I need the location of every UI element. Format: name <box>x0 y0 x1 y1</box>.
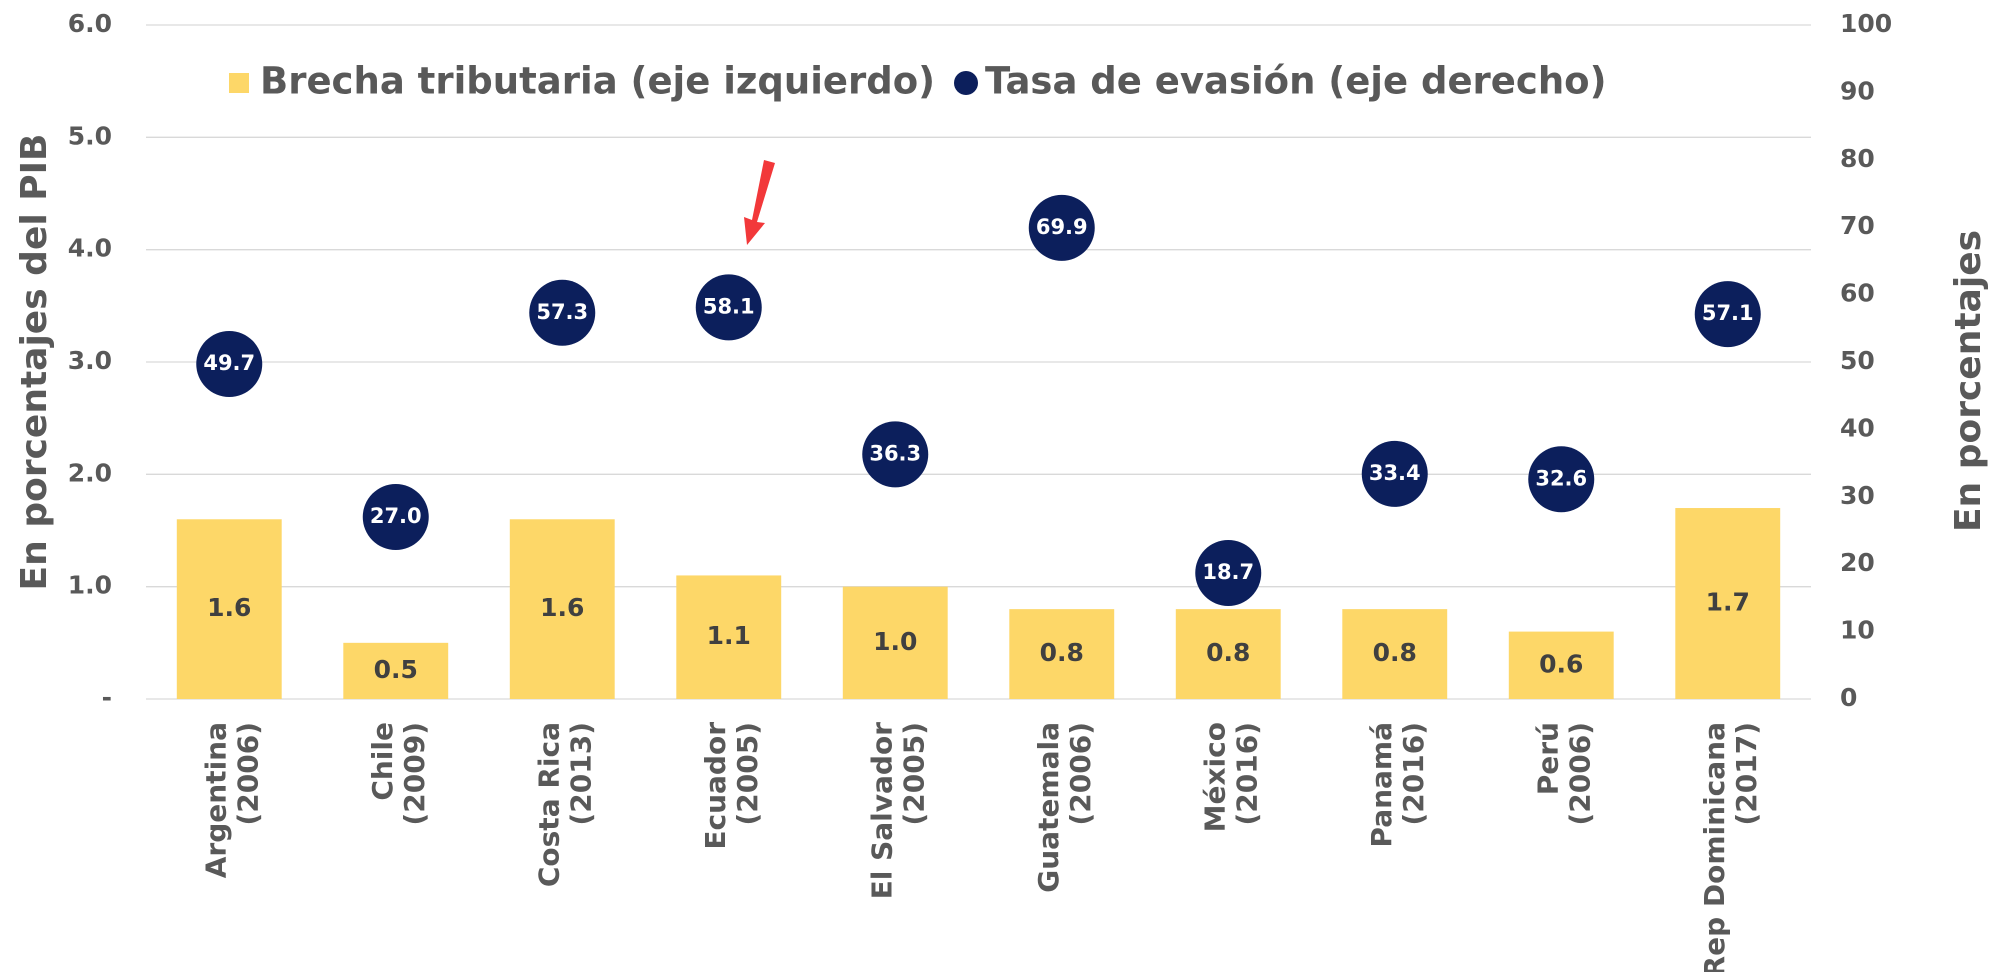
dot <box>362 484 429 551</box>
dot <box>1361 440 1428 507</box>
y2-tick-label: 80 <box>1840 144 1875 173</box>
y2-tick-label: 30 <box>1840 481 1875 510</box>
y2-tick-label: 20 <box>1840 548 1875 577</box>
y2-tick-label: 40 <box>1840 413 1875 442</box>
y2-tick-label: 100 <box>1840 9 1892 38</box>
x-tick-label: Panamá(2016) <box>1365 722 1430 848</box>
bar <box>1175 609 1281 699</box>
y2-axis-title: En porcentajes <box>1948 230 1989 532</box>
bar <box>176 519 282 699</box>
bar <box>343 642 449 699</box>
dot-label: 57.3 <box>536 300 588 324</box>
dot <box>1028 194 1095 261</box>
y-tick-label: 3.0 <box>68 346 112 375</box>
dot <box>529 279 596 346</box>
bar-label: 0.8 <box>1040 638 1084 667</box>
bar <box>1009 609 1115 699</box>
dot <box>1195 539 1262 606</box>
bar-label: 0.8 <box>1206 638 1250 667</box>
y-tick-label: - <box>102 683 112 712</box>
y2-tick-label: 10 <box>1840 616 1875 645</box>
dot <box>1694 281 1761 348</box>
bar <box>676 575 782 699</box>
x-tick-label: El Salvador(2005) <box>865 722 930 900</box>
y-tick-label: 4.0 <box>68 234 112 263</box>
dot-label: 57.1 <box>1702 301 1754 325</box>
y-tick-label: 2.0 <box>68 458 112 487</box>
dot-label: 32.6 <box>1535 466 1587 490</box>
x-tick-label: Chile(2009) <box>366 722 431 826</box>
bar <box>1342 609 1448 699</box>
y-tick-label: 5.0 <box>68 121 112 150</box>
bar-label: 0.5 <box>374 655 418 684</box>
bar-label: 0.8 <box>1373 638 1417 667</box>
legend-label: Tasa de evasión (eje derecho) <box>985 60 1606 103</box>
bar-label: 1.7 <box>1706 588 1750 617</box>
bar <box>509 519 615 699</box>
x-tick-label: Perú(2006) <box>1531 722 1596 826</box>
y-tick-label: 1.0 <box>68 571 112 600</box>
bar-label: 1.0 <box>873 627 917 656</box>
x-tick-label: Argentina(2006) <box>199 722 264 878</box>
x-tick-label: Rep Dominicana(2017) <box>1698 722 1763 972</box>
dot <box>1528 446 1595 513</box>
dot <box>862 421 929 488</box>
dot-label: 36.3 <box>869 441 921 465</box>
y2-tick-label: 60 <box>1840 279 1875 308</box>
dot-label: 69.9 <box>1036 215 1088 239</box>
dot-label: 58.1 <box>703 294 755 318</box>
x-tick-label: Ecuador(2005) <box>699 722 764 850</box>
bar-label: 1.6 <box>207 593 251 622</box>
bar <box>842 586 948 699</box>
x-tick-label: Costa Rica(2013) <box>532 722 597 887</box>
y2-tick-label: 0 <box>1840 683 1857 712</box>
y2-tick-label: 70 <box>1840 211 1875 240</box>
dot-label: 27.0 <box>370 504 422 528</box>
bar <box>1508 631 1614 699</box>
y-axis-title: En porcentajes del PIB <box>14 134 55 591</box>
y2-tick-label: 90 <box>1840 76 1875 105</box>
arrow <box>744 160 775 245</box>
dot <box>196 331 263 398</box>
bar-label: 0.6 <box>1539 649 1583 678</box>
bar-label: 1.1 <box>707 621 751 650</box>
x-tick-label: México(2016) <box>1198 722 1263 832</box>
bar-label: 1.6 <box>540 593 584 622</box>
bar <box>1675 508 1781 699</box>
legend-label: Brecha tributaria (eje izquierdo) <box>260 60 935 103</box>
dot-label: 49.7 <box>203 351 255 375</box>
dot <box>695 274 762 341</box>
y-tick-label: 6.0 <box>68 9 112 38</box>
dot-label: 18.7 <box>1202 560 1254 584</box>
legend-swatch <box>229 73 249 93</box>
y2-tick-label: 50 <box>1840 346 1875 375</box>
x-tick-label: Guatemala(2006) <box>1032 722 1097 893</box>
dot-label: 33.4 <box>1369 461 1421 485</box>
legend-swatch <box>954 71 978 95</box>
